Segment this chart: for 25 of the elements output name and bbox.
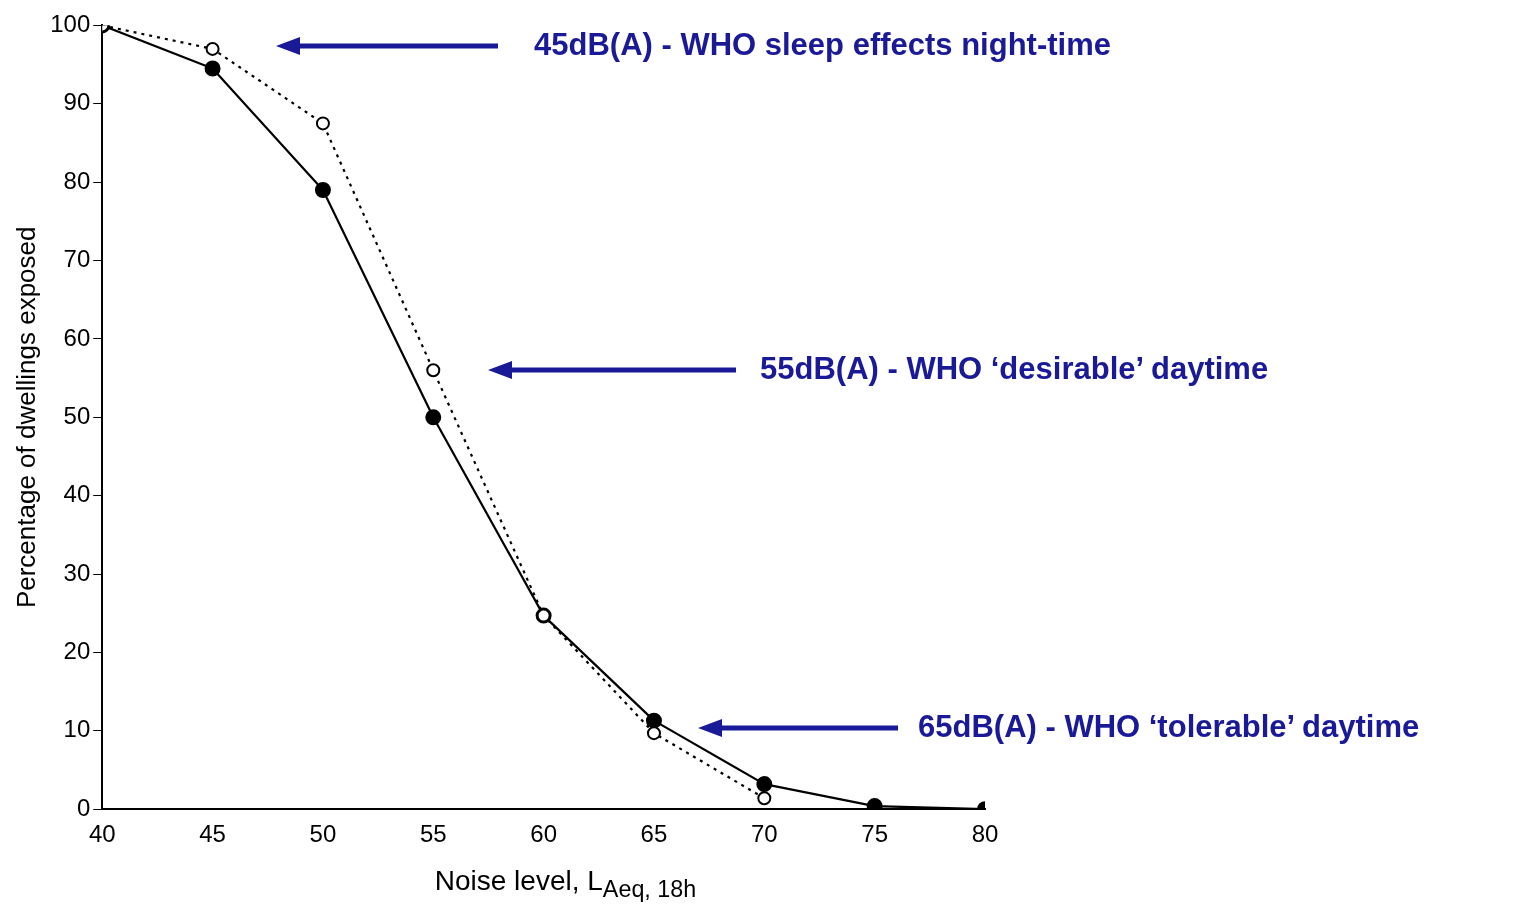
annotation: 65dB(A) - WHO ‘tolerable’ daytime <box>918 709 1420 745</box>
x-tick-label: 70 <box>750 820 778 848</box>
x-tick-label: 75 <box>861 820 889 848</box>
annotation: 55dB(A) - WHO ‘desirable’ daytime <box>760 351 1269 387</box>
y-tick-label: 90 <box>63 88 91 116</box>
x-tick-label: 45 <box>199 820 226 848</box>
y-tick-label: 70 <box>63 245 91 273</box>
x-tick-label: 55 <box>419 820 447 848</box>
annotation: 45dB(A) - WHO sleep effects night-time <box>534 27 1111 63</box>
x-tick-label: 40 <box>88 820 116 848</box>
y-tick-label: 0 <box>76 793 91 821</box>
x-tick-label: 80 <box>971 820 999 848</box>
y-tick-label: 50 <box>63 401 91 429</box>
y-tick-label: 30 <box>63 558 91 586</box>
y-tick-label: 60 <box>63 323 91 351</box>
y-tick-label: 100 <box>50 10 91 38</box>
x-tick-label: 65 <box>640 820 668 848</box>
y-axis-title: Percentage of dwellings exposed <box>10 226 41 609</box>
y-tick-label: 10 <box>63 715 91 743</box>
x-tick-label: 60 <box>530 820 557 848</box>
y-tick-label: 80 <box>63 166 91 194</box>
x-axis-title: Noise level, L$_{Aeq, 18h}$ <box>433 865 698 903</box>
x-tick-label: 50 <box>309 820 337 848</box>
y-tick-label: 20 <box>63 637 91 665</box>
y-tick-label: 40 <box>63 480 91 508</box>
